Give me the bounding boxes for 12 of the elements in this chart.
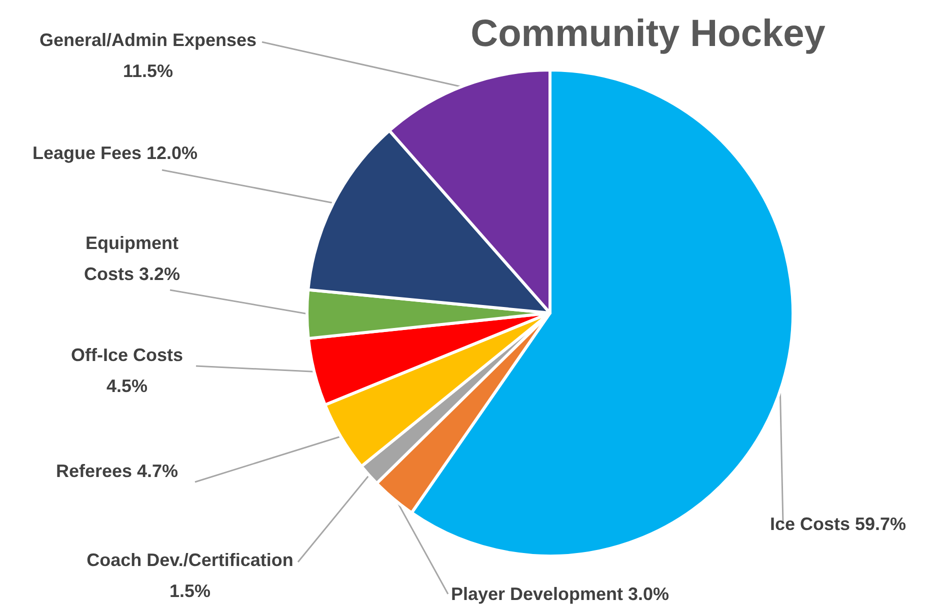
data-label: 11.5% [122, 61, 174, 81]
slice-label: Player Development 3.0% [450, 584, 670, 604]
slice-label: Coach Dev./Certification [86, 550, 294, 570]
slice-label: Off-Ice Costs [70, 345, 184, 365]
slice-label: Referees 4.7% [56, 461, 178, 481]
slice-label: Ice Costs 59.7% [770, 514, 906, 534]
chart-title: Community Hockey [470, 13, 826, 55]
data-label: 4.5% [106, 376, 148, 396]
slice-label: Equipment Costs 3.2% [84, 233, 180, 284]
slice-label: General/Admin Expenses [39, 30, 257, 50]
slice-label: League Fees 12.0% [32, 143, 198, 163]
data-label: 1.5% [169, 581, 211, 601]
